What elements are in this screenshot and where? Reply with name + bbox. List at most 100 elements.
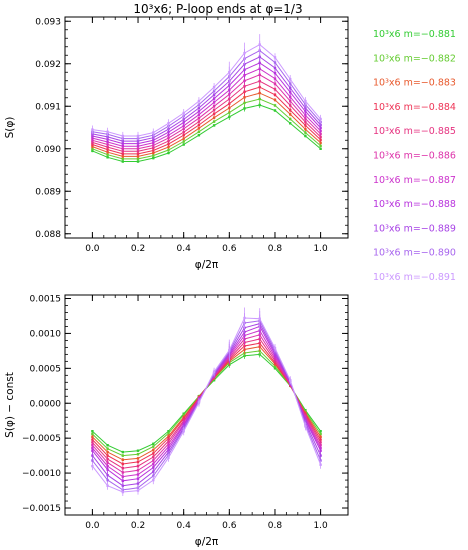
data-point: [152, 156, 155, 160]
data-point: [167, 145, 170, 149]
data-point: [106, 474, 109, 477]
data-point: [182, 111, 185, 115]
legend-entry-9: 10³x6 m=−0.889: [373, 223, 456, 234]
top-chart-panel: 0.0 0.2 0.4 0.6 0.8 1.0 0.088 0.089 0.090 0.091 0.…: [4, 16, 349, 271]
data-point: [319, 463, 322, 466]
data-point: [304, 124, 307, 127]
data-point: [258, 103, 261, 107]
x-tick-label: 0.4: [177, 244, 192, 254]
data-point: [319, 441, 322, 444]
data-point: [304, 99, 307, 103]
data-point: [152, 474, 155, 478]
data-point: [121, 454, 124, 457]
data-point: [167, 430, 170, 433]
data-point: [212, 101, 216, 104]
data-point: [152, 448, 155, 452]
data-point: [304, 120, 307, 124]
data-point: [289, 86, 292, 90]
data-point: [182, 134, 185, 137]
data-point: [212, 105, 216, 108]
x-tick-label: 0.8: [268, 244, 283, 254]
data-point: [91, 128, 94, 131]
y-tick-label: −0.0010: [22, 469, 61, 479]
legend-entry-5: 10³x6 m=−0.885: [373, 126, 456, 137]
data-point: [182, 127, 185, 130]
data-point: [258, 97, 261, 101]
series-line-1: [92, 104, 321, 162]
y-tick-label: −0.0005: [22, 434, 61, 444]
data-point: [182, 430, 185, 433]
series-line-4: [92, 86, 321, 155]
series-line-3: [92, 346, 322, 461]
data-point: [212, 120, 216, 123]
data-point: [182, 124, 185, 127]
series-line-8: [92, 62, 321, 145]
data-point: [106, 461, 109, 464]
data-point: [152, 478, 155, 482]
legend: 10³x6 m=−0.881 10³x6 m=−0.882 10³x6 m=−0.8…: [373, 29, 456, 283]
series-line-11: [92, 43, 321, 137]
data-point: [106, 484, 109, 487]
data-point: [136, 460, 140, 464]
data-point: [273, 109, 277, 112]
series-line-5: [92, 80, 321, 152]
series-line-7: [92, 68, 321, 147]
data-point: [106, 478, 109, 482]
data-point: [319, 144, 322, 147]
y-tick-label: −0.0015: [22, 504, 61, 514]
data-point: [106, 153, 109, 156]
data-point: [319, 135, 322, 139]
y-axis-label: S(φ): [4, 117, 16, 139]
x-tick-label: 1.0: [313, 521, 328, 531]
data-point: [289, 117, 292, 121]
data-point: [197, 120, 201, 123]
series-line-4: [92, 342, 322, 465]
data-point: [273, 82, 277, 85]
data-point: [304, 134, 307, 138]
series-line-9: [92, 323, 322, 487]
data-point: [273, 98, 277, 102]
data-point: [106, 468, 109, 471]
data-point: [152, 149, 155, 152]
data-point: [273, 88, 277, 91]
data-point: [273, 367, 277, 370]
x-tick-label: 0.2: [131, 521, 145, 531]
data-point: [212, 93, 216, 96]
data-point: [121, 462, 124, 466]
series-line-1: [92, 353, 322, 453]
data-point: [106, 457, 109, 461]
data-point: [319, 459, 322, 462]
data-point: [289, 91, 292, 94]
legend-entry-7: 10³x6 m=−0.887: [373, 175, 456, 186]
data-point: [136, 482, 140, 485]
data-point: [152, 151, 155, 155]
data-point: [106, 454, 109, 457]
legend-entry-10: 10³x6 m=−0.890: [373, 248, 456, 259]
data-point: [197, 134, 201, 137]
data-point: [121, 467, 124, 470]
data-point: [167, 142, 170, 146]
data-point: [152, 466, 155, 469]
data-point: [304, 131, 307, 134]
data-point: [121, 160, 124, 163]
data-point: [121, 134, 124, 138]
y-tick-label: 0.0015: [30, 294, 62, 304]
x-tick-label: 0.4: [177, 521, 192, 531]
data-point: [228, 349, 231, 352]
data-point: [121, 490, 124, 494]
data-point: [121, 484, 124, 487]
x-tick-label: 0.0: [85, 521, 100, 531]
data-point: [91, 435, 94, 438]
data-point: [273, 71, 277, 75]
series-line-9: [92, 56, 321, 142]
y-tick-label: 0.092: [35, 60, 61, 70]
data-point: [91, 464, 94, 468]
data-point: [273, 77, 277, 80]
data-point: [197, 123, 201, 127]
data-point: [152, 462, 155, 466]
data-point: [136, 489, 140, 492]
series-line-5: [92, 338, 322, 469]
data-point: [319, 432, 322, 436]
data-point: [197, 113, 201, 116]
data-point: [289, 82, 292, 85]
